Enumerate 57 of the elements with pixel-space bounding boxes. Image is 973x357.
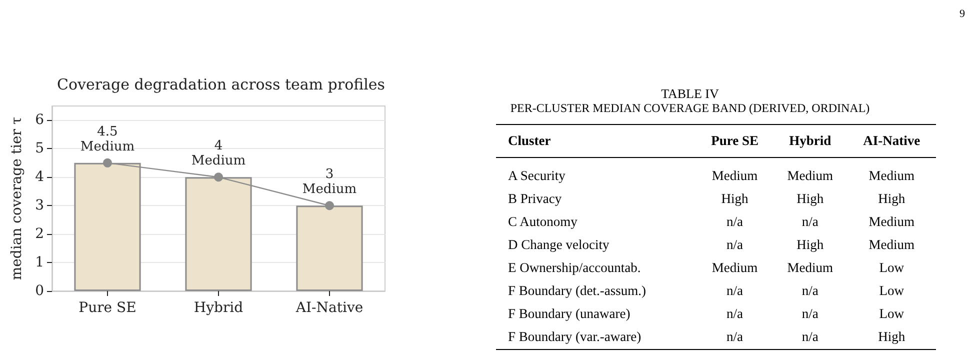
x-tick-label: AI-Native [294, 300, 364, 316]
text: Low [879, 260, 904, 275]
text: n/a [726, 329, 744, 344]
y-tick-label: 5 [35, 140, 44, 157]
y-tick-label: 4 [35, 169, 44, 186]
y-tick-label: 2 [35, 226, 44, 242]
text: Medium [868, 214, 914, 229]
text: Low [879, 306, 904, 321]
text: TABLE IV [660, 86, 720, 102]
point [103, 158, 112, 168]
category-label: D Change velocity [508, 237, 610, 252]
y-tick-label: 0 [35, 283, 44, 299]
category-label: C Autonomy [508, 214, 578, 229]
point [325, 201, 334, 210]
text: n/a [726, 237, 744, 252]
text: Medium [712, 168, 758, 183]
text: High [796, 191, 824, 206]
text: High [878, 191, 906, 206]
text: Medium [868, 237, 914, 252]
category-label: F Boundary (var.-aware) [508, 329, 642, 344]
category-label: F Boundary (det.-assum.) [508, 283, 646, 298]
y-tick-label: 3 [35, 198, 44, 214]
text: n/a [802, 214, 818, 229]
text: n/a [802, 306, 818, 321]
category-label: B Privacy [508, 191, 562, 206]
text: High [721, 191, 748, 206]
text: Cluster [496, 124, 697, 158]
text: High [878, 329, 906, 344]
text: n/a [726, 306, 744, 321]
text: Medium [787, 260, 833, 275]
text: n/a [726, 214, 744, 229]
text: Medium [787, 168, 833, 183]
text: n/a [802, 329, 818, 344]
text: High [796, 237, 824, 252]
category-label: E Ownership/accountab. [508, 260, 641, 275]
y-tick-label: 1 [35, 254, 44, 271]
y-tick-label: 6 [35, 112, 44, 128]
text: PER-CLUSTER MEDIAN COVERAGE BAND (DERIVED, ORDINAL) [509, 101, 871, 116]
category-label: A Security [508, 168, 566, 183]
text: Medium [712, 260, 758, 275]
category-label: F Boundary (unaware) [508, 306, 630, 321]
text: n/a [802, 283, 818, 298]
text: Low [879, 283, 904, 298]
category-label: Hybrid [772, 124, 848, 158]
text: 9 [960, 8, 965, 20]
x-tick-label: Pure SE [78, 300, 136, 316]
text: Medium [868, 168, 914, 183]
chart-title: Coverage degradation across team profiles [57, 76, 385, 94]
y-axis-title: median coverage tier τ [9, 116, 25, 280]
data-label: 4 Medium [191, 138, 246, 169]
category-label: Pure SE [696, 124, 773, 158]
x-tick-label: Hybrid [194, 300, 244, 316]
point [214, 172, 223, 182]
text: n/a [726, 283, 744, 298]
data-label: 3 Medium [302, 167, 357, 198]
category-label: AI-Native [847, 124, 936, 158]
data-label: 4.5 Medium [80, 124, 135, 154]
